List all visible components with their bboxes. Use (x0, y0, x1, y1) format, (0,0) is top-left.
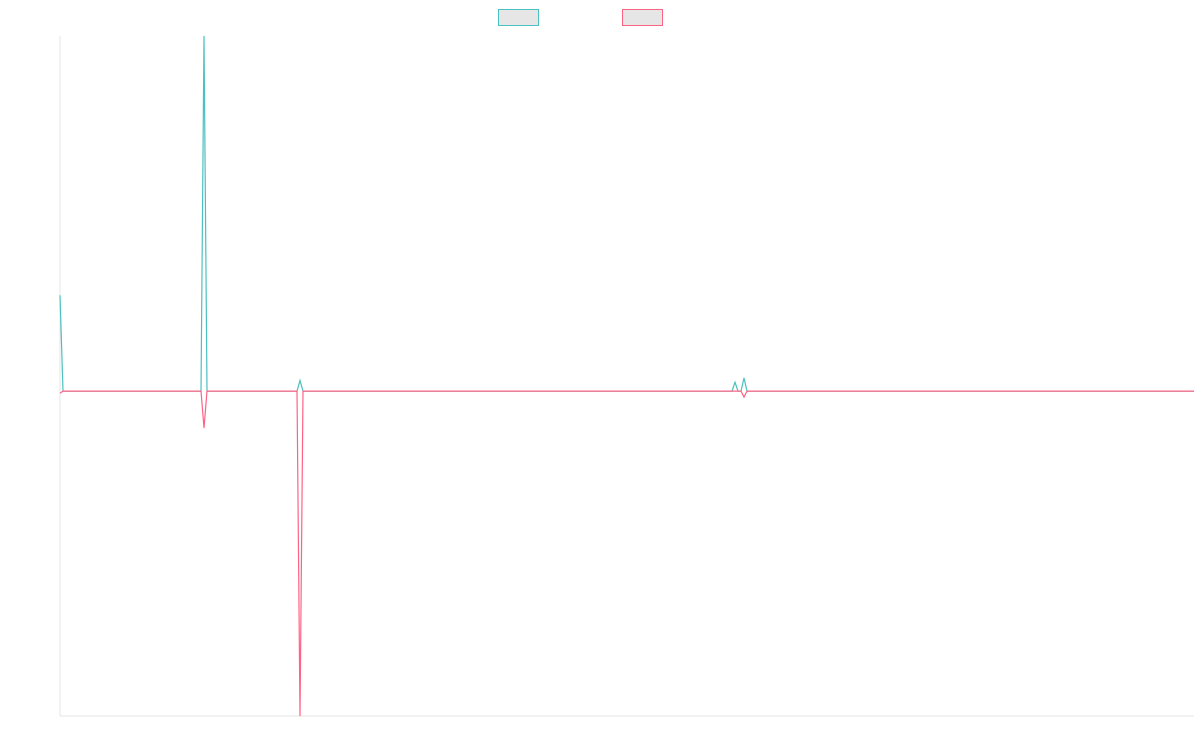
series-line (59, 390, 1194, 717)
series-line (59, 35, 1194, 392)
legend-swatch (622, 9, 663, 26)
legend-swatch (498, 9, 539, 26)
